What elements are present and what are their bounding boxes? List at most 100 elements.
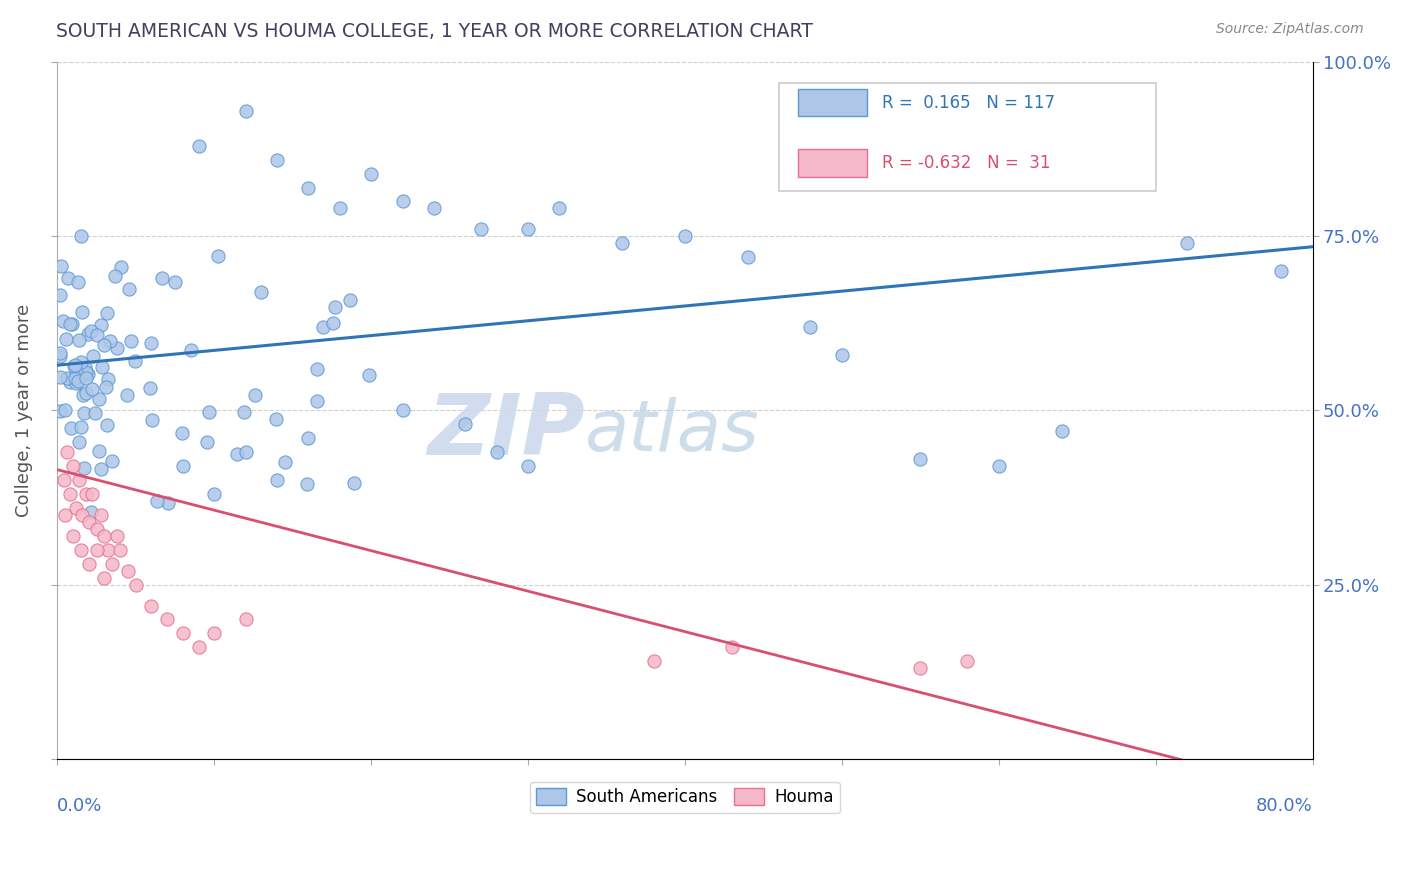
Point <box>49 259 72 273</box>
Point <box>75 487 97 501</box>
Point <box>163 275 186 289</box>
Point <box>72 387 94 401</box>
Point <box>90 360 112 375</box>
Point <box>150 271 173 285</box>
Text: 80.0%: 80.0% <box>1256 797 1313 815</box>
Point <box>235 445 257 459</box>
Point <box>96 418 118 433</box>
Point <box>70 420 93 434</box>
Point <box>225 447 247 461</box>
Point <box>52 314 75 328</box>
Point <box>187 138 209 153</box>
Point <box>1050 425 1073 439</box>
Y-axis label: College, 1 year or more: College, 1 year or more <box>15 304 32 517</box>
Point <box>266 153 288 167</box>
Point <box>59 317 82 331</box>
Point <box>86 327 108 342</box>
Point <box>105 529 128 543</box>
Text: R = -0.632   N =  31: R = -0.632 N = 31 <box>882 154 1050 172</box>
Point <box>172 626 194 640</box>
Point <box>115 387 138 401</box>
Point <box>93 529 115 543</box>
Point <box>454 417 477 432</box>
Text: ZIP: ZIP <box>427 390 585 473</box>
Point <box>141 599 163 613</box>
Point <box>146 493 169 508</box>
Point <box>65 366 87 380</box>
Point <box>297 431 319 445</box>
Point <box>53 508 76 522</box>
Point <box>470 222 492 236</box>
Point <box>517 222 540 236</box>
Point <box>94 380 117 394</box>
Point <box>55 445 77 459</box>
Point <box>76 326 98 341</box>
Point <box>89 392 111 407</box>
Legend: South Americans, Houma: South Americans, Houma <box>530 781 841 814</box>
Point <box>157 496 180 510</box>
Point <box>56 271 79 285</box>
Point <box>87 443 110 458</box>
Point <box>266 473 288 487</box>
Point <box>104 269 127 284</box>
Point <box>96 306 118 320</box>
Point <box>202 626 225 640</box>
Point <box>67 473 90 487</box>
Point <box>53 403 76 417</box>
Point <box>105 341 128 355</box>
Point <box>910 661 932 675</box>
Point <box>75 366 97 380</box>
Point <box>141 413 163 427</box>
Point <box>245 388 267 402</box>
Point <box>235 612 257 626</box>
Point <box>101 557 124 571</box>
Point <box>274 455 297 469</box>
Text: atlas: atlas <box>585 397 759 466</box>
Point <box>73 359 96 374</box>
Point <box>75 386 97 401</box>
Point <box>1175 236 1198 251</box>
Point <box>737 250 759 264</box>
Point <box>97 372 120 386</box>
Point <box>49 346 72 360</box>
Point <box>673 229 696 244</box>
Point <box>233 405 256 419</box>
Point <box>831 348 853 362</box>
Point <box>65 376 87 390</box>
Point <box>108 542 131 557</box>
Point <box>80 382 103 396</box>
Point <box>65 358 87 372</box>
Point <box>485 445 508 459</box>
Point <box>93 571 115 585</box>
Point <box>172 459 194 474</box>
Point <box>65 500 87 515</box>
Point <box>59 487 82 501</box>
Point <box>120 334 142 348</box>
Point <box>235 103 257 118</box>
Point <box>295 477 318 491</box>
Point <box>195 434 218 449</box>
Point <box>156 612 179 626</box>
Point <box>70 305 93 319</box>
Point <box>98 334 121 348</box>
Point <box>360 167 382 181</box>
Point <box>139 381 162 395</box>
Point <box>90 318 112 333</box>
Point <box>90 461 112 475</box>
Point <box>391 403 413 417</box>
Point <box>62 529 84 543</box>
Point <box>90 508 112 522</box>
FancyBboxPatch shape <box>799 88 868 117</box>
Text: 0.0%: 0.0% <box>58 797 103 815</box>
Point <box>956 654 979 668</box>
Point <box>1270 264 1292 278</box>
Point <box>67 435 90 450</box>
Point <box>77 515 100 529</box>
FancyBboxPatch shape <box>779 83 1156 191</box>
Point <box>187 640 209 655</box>
Point <box>73 406 96 420</box>
Point <box>207 249 229 263</box>
Text: Source: ZipAtlas.com: Source: ZipAtlas.com <box>1216 22 1364 37</box>
Point <box>86 542 108 557</box>
Point <box>250 285 273 299</box>
